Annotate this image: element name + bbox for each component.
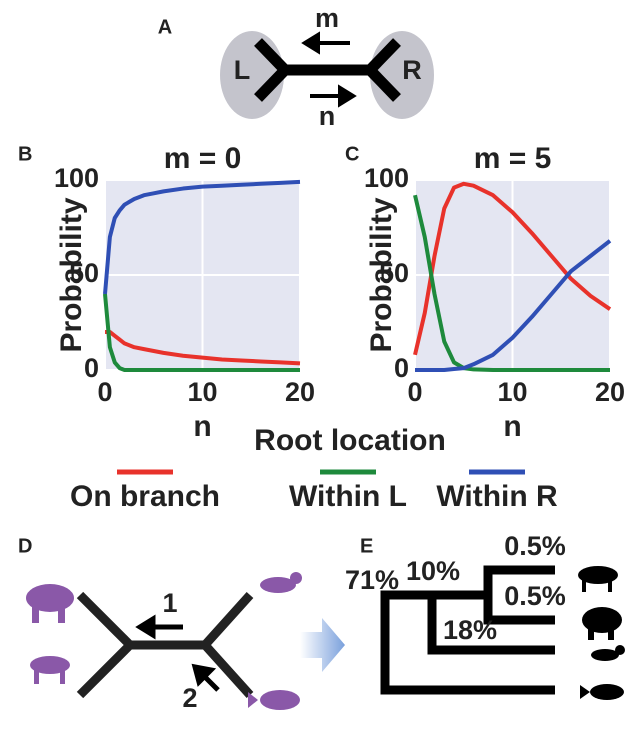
x-tick-label: 10	[187, 377, 217, 407]
support-label: 10%	[406, 556, 460, 586]
panel-label: C	[345, 143, 359, 165]
y-axis-label: Probability	[55, 197, 88, 352]
y-axis-label: Probability	[365, 197, 398, 352]
legend-entry: Within R	[436, 480, 558, 513]
legend-entry: Within L	[289, 480, 407, 513]
label-m: m	[315, 3, 339, 33]
arrow-label: 2	[182, 683, 197, 713]
support-label: 0.5%	[504, 581, 566, 611]
x-axis-label: n	[503, 410, 521, 443]
support-label: 18%	[443, 615, 497, 645]
animal-silhouettes	[578, 566, 625, 700]
label-n: n	[319, 101, 336, 131]
legend-title: Root location	[254, 424, 446, 457]
chart-title: m = 5	[474, 142, 552, 175]
y-tick-label: 100	[364, 163, 409, 193]
x-tick-label: 20	[285, 377, 315, 407]
y-tick-label: 100	[54, 163, 99, 193]
legend-entry: On branch	[70, 480, 220, 513]
arrows-d	[140, 619, 218, 690]
transition-arrow	[300, 618, 345, 672]
x-tick-label: 0	[407, 377, 422, 407]
label-l: L	[234, 55, 251, 85]
chart-title: m = 0	[164, 142, 242, 175]
figure: A L R m n B C 05010001020m = 0nProbabili…	[0, 0, 638, 731]
support-label: 71%	[345, 565, 399, 595]
arrow-label: 1	[162, 588, 177, 618]
x-tick-label: 0	[97, 377, 112, 407]
panel-label: B	[18, 143, 32, 165]
x-axis-label: n	[193, 410, 211, 443]
support-label: 0.5%	[504, 531, 566, 561]
x-tick-label: 20	[595, 377, 625, 407]
panel-label: A	[158, 16, 172, 38]
panel-label: E	[360, 535, 373, 557]
label-r: R	[402, 55, 422, 85]
x-tick-label: 10	[497, 377, 527, 407]
panel-label: D	[18, 535, 32, 557]
